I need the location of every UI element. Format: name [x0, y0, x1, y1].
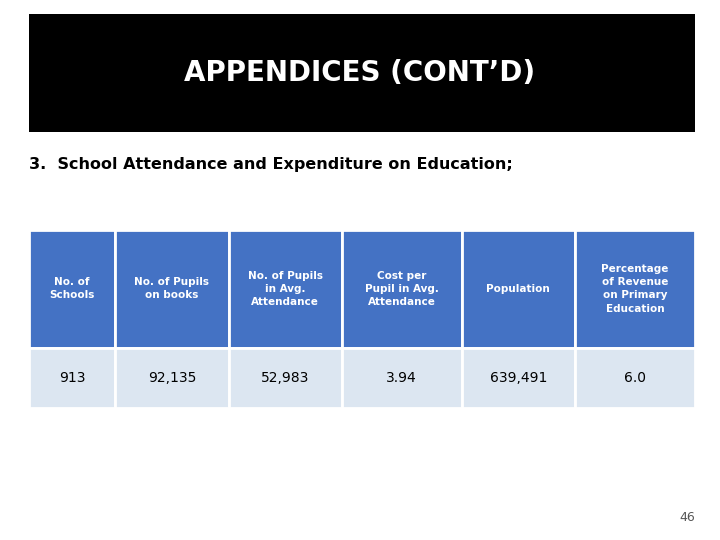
Text: 46: 46	[679, 511, 695, 524]
FancyBboxPatch shape	[575, 348, 695, 408]
FancyBboxPatch shape	[462, 348, 575, 408]
Text: 92,135: 92,135	[148, 371, 196, 385]
FancyBboxPatch shape	[29, 14, 695, 132]
FancyBboxPatch shape	[229, 348, 342, 408]
Text: 639,491: 639,491	[490, 371, 547, 385]
Text: Cost per
Pupil in Avg.
Attendance: Cost per Pupil in Avg. Attendance	[365, 271, 438, 307]
FancyBboxPatch shape	[575, 230, 695, 348]
Text: APPENDICES (CONT’D): APPENDICES (CONT’D)	[184, 59, 536, 87]
FancyBboxPatch shape	[115, 230, 229, 348]
Text: 3.94: 3.94	[387, 371, 417, 385]
FancyBboxPatch shape	[342, 348, 462, 408]
FancyBboxPatch shape	[29, 348, 115, 408]
Text: 3.  School Attendance and Expenditure on Education;: 3. School Attendance and Expenditure on …	[29, 157, 513, 172]
Text: 52,983: 52,983	[261, 371, 310, 385]
FancyBboxPatch shape	[29, 230, 115, 348]
FancyBboxPatch shape	[229, 230, 342, 348]
Text: 6.0: 6.0	[624, 371, 646, 385]
Text: No. of Pupils
on books: No. of Pupils on books	[135, 278, 210, 300]
FancyBboxPatch shape	[342, 230, 462, 348]
Text: 913: 913	[59, 371, 86, 385]
FancyBboxPatch shape	[462, 230, 575, 348]
Text: No. of Pupils
in Avg.
Attendance: No. of Pupils in Avg. Attendance	[248, 271, 323, 307]
FancyBboxPatch shape	[115, 348, 229, 408]
Text: No. of
Schools: No. of Schools	[50, 278, 95, 300]
Text: Percentage
of Revenue
on Primary
Education: Percentage of Revenue on Primary Educati…	[601, 264, 669, 314]
Text: Population: Population	[487, 284, 550, 294]
